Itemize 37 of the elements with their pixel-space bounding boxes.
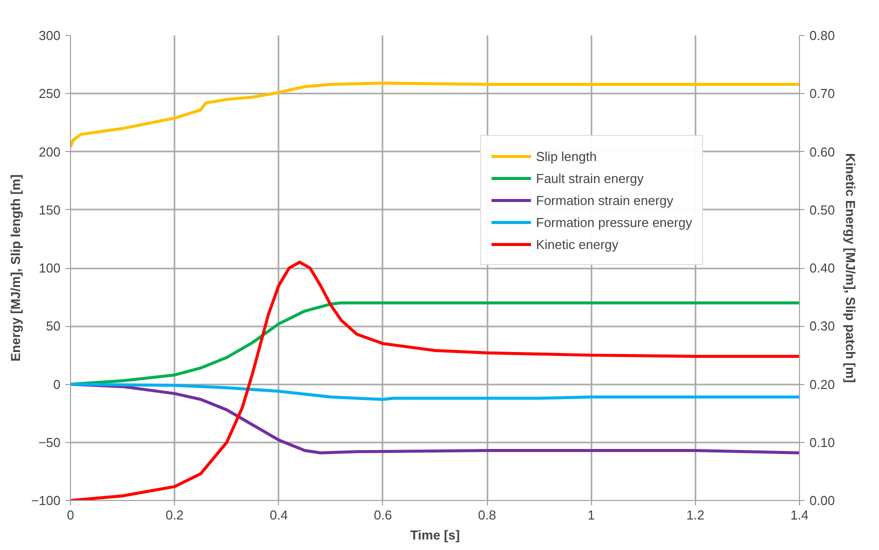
- y2-axis-title: Kinetic Energy [MJ/m], Slip patch [m]: [842, 153, 858, 383]
- x-tick-label: 1.2: [686, 508, 704, 522]
- x-tick-label: 1.4: [790, 508, 809, 522]
- y2-tick-label: 0.10: [810, 434, 835, 450]
- x-tick-label: 0.4: [270, 508, 288, 522]
- line-series: [70, 301, 800, 386]
- legend-label: Slip length: [536, 148, 597, 165]
- y2-tick-label: 0.30: [810, 318, 835, 334]
- y2-tick-label: 0.00: [810, 493, 835, 508]
- y-tick-label: 200: [38, 144, 61, 160]
- legend-label: Formation strain energy: [536, 192, 674, 209]
- y2-tick-label: 0.60: [810, 144, 835, 160]
- y-tick-label: 0: [53, 376, 61, 392]
- y2-tick-label: 0.50: [810, 202, 835, 218]
- y2-tick-label: 0.20: [810, 376, 835, 392]
- y-tick-label: 100: [38, 260, 61, 276]
- legend-label: Kinetic energy: [536, 236, 618, 253]
- y2-tick-label: 0.80: [810, 28, 835, 43]
- y-tick-label: −50: [38, 434, 61, 450]
- x-tick-label: 0.6: [374, 508, 392, 522]
- y-tick-label: 300: [38, 28, 61, 43]
- legend-label: Fault strain energy: [536, 170, 644, 187]
- y-tick-label: 150: [38, 202, 61, 218]
- y-tick-label: 50: [46, 318, 61, 334]
- legend-label: Formation pressure energy: [536, 214, 692, 231]
- x-tick-label: 1: [588, 508, 595, 522]
- y2-tick-label: 0.70: [810, 86, 835, 102]
- x-axis-title: Time [s]: [410, 528, 460, 542]
- y-tick-label: −100: [31, 493, 61, 508]
- x-tick-label: 0: [66, 508, 74, 522]
- x-tick-label: 0.2: [166, 508, 184, 522]
- line-series: [70, 82, 800, 149]
- y-axis-title: Energy [MJ/m], Slip length [m]: [8, 174, 24, 362]
- x-tick-label: 0.8: [478, 508, 496, 522]
- y-tick-label: 250: [38, 86, 61, 102]
- line-series: [70, 382, 800, 401]
- y2-tick-label: 0.40: [810, 260, 835, 276]
